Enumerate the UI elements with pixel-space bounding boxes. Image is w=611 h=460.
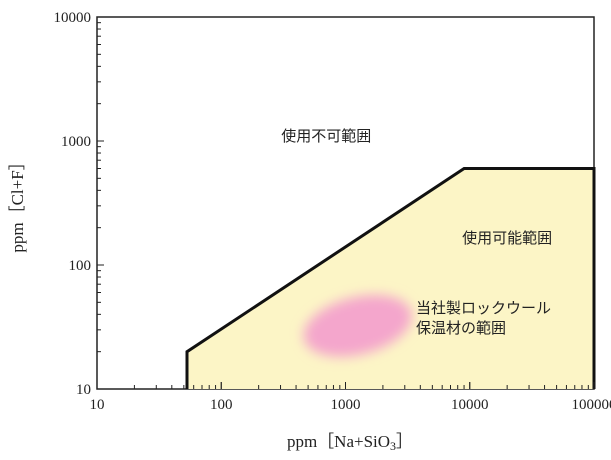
- company-range-label-line2: 保温材の範囲: [416, 319, 506, 337]
- x-tick-label: 10000: [451, 397, 489, 413]
- y-tick-label: 100: [69, 258, 92, 274]
- boundary-line: [185, 167, 596, 389]
- x-tick-label: 100000: [572, 397, 611, 413]
- y-axis-ticks: 10 100 1000 10000: [54, 10, 104, 398]
- x-tick-label: 100: [210, 397, 233, 413]
- y-tick-label: 10000: [54, 10, 92, 26]
- company-range-blob: [303, 294, 412, 357]
- y-axis-label: ppm［Cl+F］: [8, 153, 27, 252]
- x-axis-ticks: 10 100 1000 10000 100000: [90, 382, 611, 413]
- x-tick-label: 1000: [331, 397, 361, 413]
- y-tick-label: 1000: [61, 134, 91, 150]
- x-axis-label: ppm［Na+SiO3］: [287, 432, 413, 453]
- y-tick-label: 10: [76, 382, 91, 398]
- annotation-usable: 使用可能範囲: [462, 229, 552, 247]
- annotation-unusable: 使用不可範囲: [281, 127, 371, 145]
- x-tick-label: 10: [90, 397, 105, 413]
- company-range-label-line1: 当社製ロックウール: [416, 299, 551, 317]
- usable-region: [187, 168, 594, 389]
